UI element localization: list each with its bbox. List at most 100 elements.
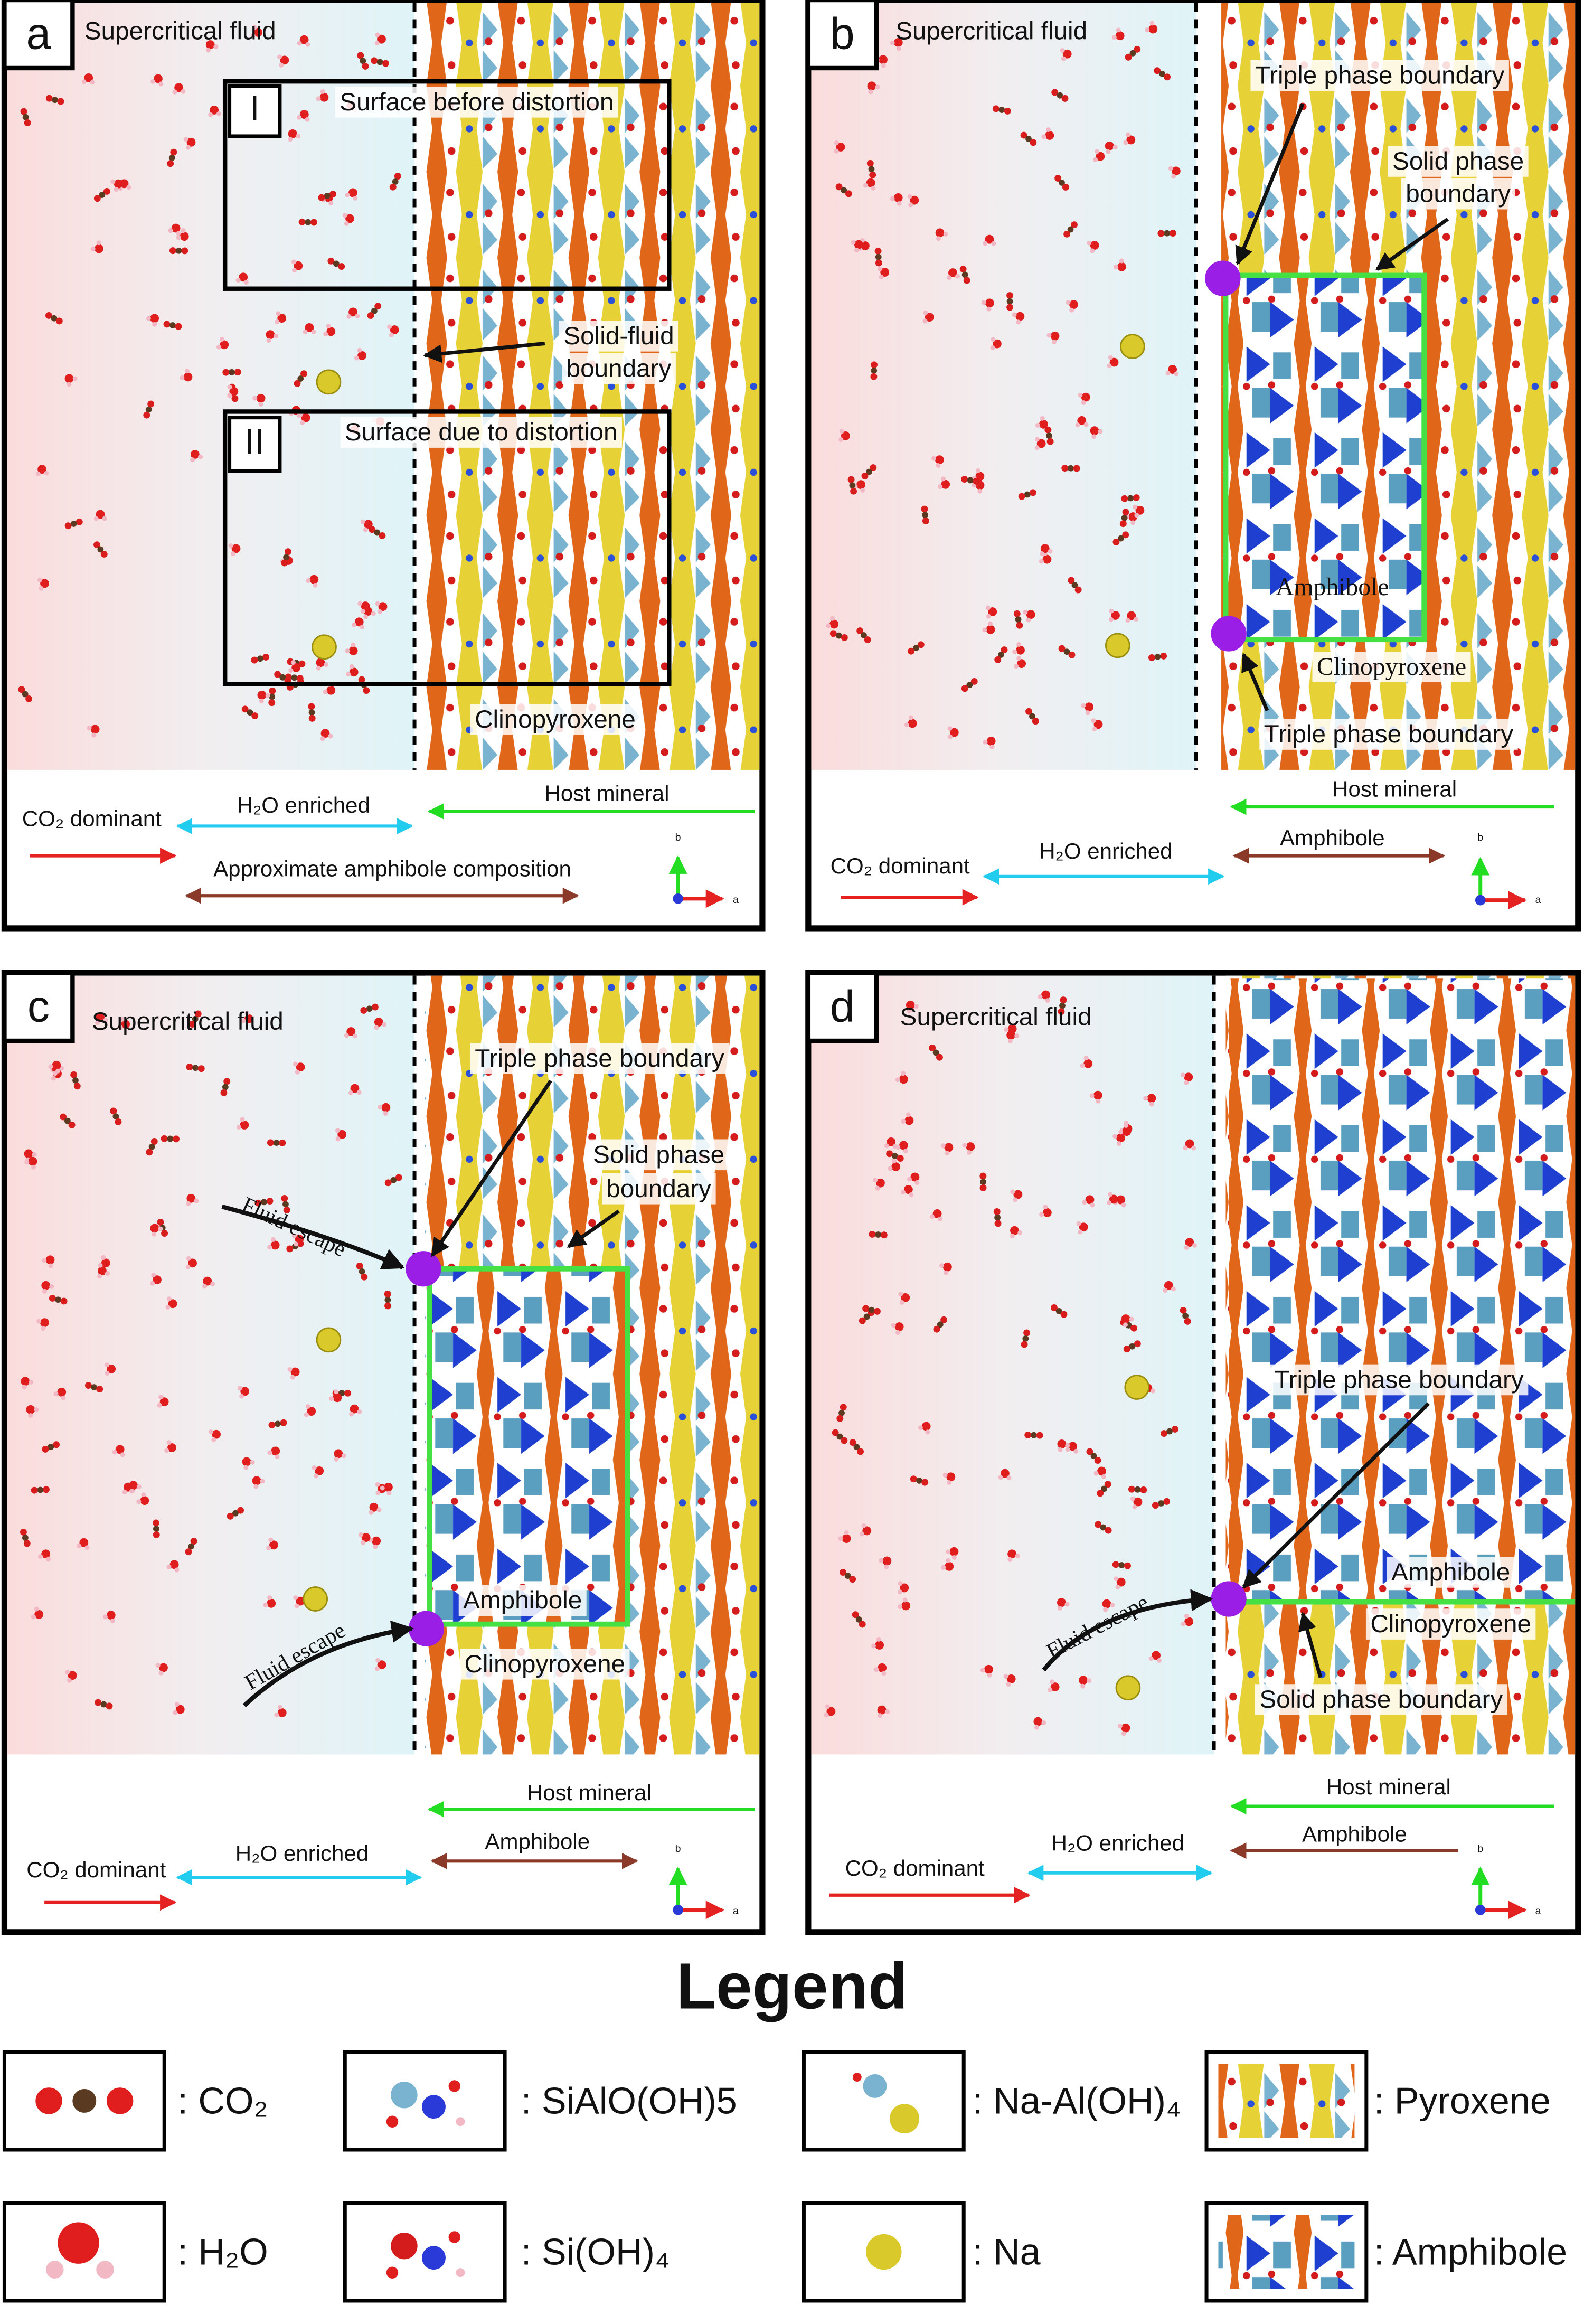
h2o-atom <box>985 298 994 308</box>
co2-atom <box>921 1479 929 1486</box>
co2-atom <box>1118 1562 1125 1568</box>
co2-atom <box>1166 1428 1173 1435</box>
h2o-atom <box>151 1273 156 1278</box>
h2o-atom <box>1003 1674 1008 1679</box>
co2-atom <box>284 548 291 556</box>
panel-label: d <box>830 981 855 1031</box>
h2o-atom <box>292 268 297 273</box>
co2-atom <box>382 60 389 67</box>
co2-atom <box>281 1195 288 1202</box>
h2o-atom <box>878 1713 883 1718</box>
co2-atom <box>973 477 980 485</box>
h2o-atom <box>345 192 350 197</box>
co2-atom <box>286 1245 294 1253</box>
co2-atom <box>933 1325 940 1333</box>
h2o-atom <box>949 1547 959 1556</box>
h2o-atom <box>173 1710 178 1715</box>
h2o-atom <box>1038 994 1043 1000</box>
h2o-atom <box>270 1237 276 1242</box>
co2-atom <box>60 1297 68 1305</box>
co2-atom <box>281 559 288 567</box>
h2o-atom <box>175 1705 185 1714</box>
inset-tag <box>228 84 282 138</box>
annotation: Solid phase <box>593 1141 724 1169</box>
h2o-atom <box>903 1185 913 1194</box>
co2-atom <box>241 705 249 713</box>
co2-atom <box>1067 226 1074 233</box>
co2-atom <box>1004 107 1011 115</box>
annotation: Surface before distortion <box>340 88 614 116</box>
h2o-atom <box>1016 642 1022 647</box>
co2-atom <box>170 148 177 156</box>
h2o-atom <box>1000 1469 1010 1478</box>
h2o-atom <box>208 112 213 117</box>
co2-atom <box>96 1386 103 1393</box>
triple-point <box>1205 260 1241 296</box>
annotation: Approximate amphibole composition <box>213 857 571 881</box>
h2o-atom <box>299 110 309 119</box>
co2-atom <box>1024 491 1031 498</box>
h2o-atom <box>202 1284 208 1289</box>
h2o-atom <box>294 1241 299 1247</box>
h2o-atom <box>1165 371 1171 376</box>
co2-atom <box>1062 184 1069 191</box>
annotation: I <box>250 89 260 128</box>
co2-atom <box>112 1113 119 1120</box>
co2-atom <box>844 1573 851 1579</box>
co2-atom <box>1071 221 1078 229</box>
h2o-atom <box>121 1020 130 1029</box>
co2-atom <box>153 1526 159 1532</box>
h2o-atom <box>955 274 960 279</box>
co2-atom <box>1013 610 1021 617</box>
co2-atom <box>267 1139 274 1146</box>
h2o-atom <box>1077 416 1087 425</box>
co2-atom <box>392 178 399 185</box>
co2-atom <box>308 714 316 722</box>
h2o-atom <box>922 318 928 324</box>
label-background <box>335 87 618 118</box>
h2o-atom <box>114 187 119 192</box>
co2-atom <box>254 1199 262 1207</box>
h2o-atom <box>357 1409 362 1414</box>
co2-atom <box>181 247 188 255</box>
h2o-atom <box>1047 1687 1052 1692</box>
legend-icon-box <box>802 2050 966 2152</box>
co2-atom <box>279 1139 286 1146</box>
h2o-atom <box>931 456 936 461</box>
h2o-atom <box>894 1322 904 1331</box>
h2o-atom <box>372 1536 381 1546</box>
co2-atom <box>95 1699 102 1706</box>
h2o-atom <box>348 307 357 317</box>
h2o-atom <box>1091 434 1097 439</box>
h2o-atom <box>1069 300 1078 309</box>
co2-atom <box>268 1422 276 1428</box>
h2o-atom <box>1171 166 1181 176</box>
h2o-atom <box>1080 1683 1086 1689</box>
triple-point <box>406 1251 441 1287</box>
h2o-atom <box>40 579 49 588</box>
h2o-atom <box>375 1490 381 1495</box>
h2o-atom <box>913 1004 919 1009</box>
co2-atom <box>268 699 276 707</box>
h2o-atom <box>1013 1197 1018 1202</box>
co2-atom <box>1134 45 1141 53</box>
axis-origin <box>1475 895 1486 906</box>
h2o-atom <box>987 1672 992 1678</box>
h2o-atom <box>943 1262 952 1272</box>
h2o-atom <box>896 46 901 51</box>
h2o-atom <box>240 1117 245 1122</box>
h2o-atom <box>891 1323 896 1328</box>
co2-atom <box>868 1306 875 1313</box>
h2o-atom <box>1191 1145 1196 1151</box>
pointer-arrow <box>1375 218 1449 271</box>
h2o-atom <box>290 1375 295 1380</box>
co2-atom <box>910 1475 917 1483</box>
h2o-atom <box>41 1281 51 1290</box>
h2o-atom <box>834 148 839 154</box>
h2o-atom <box>65 1670 70 1675</box>
co2-atom <box>963 277 970 284</box>
h2o-atom <box>1017 1230 1023 1236</box>
co2-atom <box>979 1172 987 1180</box>
co2-atom <box>223 1078 231 1085</box>
h2o-atom <box>1171 174 1176 179</box>
